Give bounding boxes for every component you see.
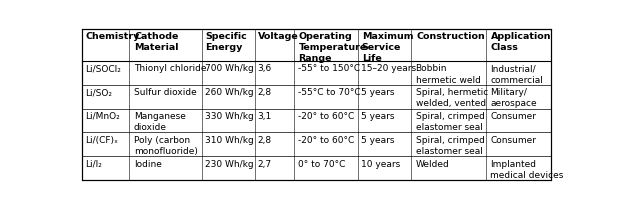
Text: Spiral, hermetic
welded, vented: Spiral, hermetic welded, vented (416, 88, 488, 108)
Text: 5 years: 5 years (361, 88, 395, 97)
Text: 2,8: 2,8 (257, 88, 271, 97)
Text: Application
Class: Application Class (491, 32, 552, 52)
Text: Construction: Construction (416, 32, 485, 41)
Text: 3,1: 3,1 (257, 111, 271, 120)
Text: 0° to 70°C: 0° to 70°C (298, 159, 345, 168)
Text: Spiral, crimped
elastomer seal: Spiral, crimped elastomer seal (416, 135, 484, 155)
Text: Poly (carbon
monofluoride): Poly (carbon monofluoride) (134, 135, 197, 155)
Text: 3,6: 3,6 (257, 64, 271, 73)
Text: Maximum
Service
Life: Maximum Service Life (362, 32, 413, 63)
Text: -55° to 150°C: -55° to 150°C (298, 64, 360, 73)
Text: Operating
Temperature
Range: Operating Temperature Range (299, 32, 366, 63)
Text: 230 Wh/kg: 230 Wh/kg (205, 159, 254, 168)
Text: Li/MnO₂: Li/MnO₂ (85, 111, 120, 120)
Text: -20° to 60°C: -20° to 60°C (298, 135, 354, 144)
Text: 10 years: 10 years (361, 159, 400, 168)
Text: Li/SO₂: Li/SO₂ (85, 88, 112, 97)
Text: 5 years: 5 years (361, 111, 395, 120)
Text: Li/I₂: Li/I₂ (85, 159, 102, 168)
Text: 330 Wh/kg: 330 Wh/kg (205, 111, 254, 120)
Text: 2,7: 2,7 (257, 159, 271, 168)
Text: Consumer: Consumer (491, 135, 536, 144)
Text: Cathode
Material: Cathode Material (135, 32, 179, 52)
Text: -20° to 60°C: -20° to 60°C (298, 111, 354, 120)
Text: Iodine: Iodine (134, 159, 162, 168)
Text: Implanted
medical devices: Implanted medical devices (491, 159, 563, 179)
Text: Sulfur dioxide: Sulfur dioxide (134, 88, 196, 97)
Text: Voltage: Voltage (257, 32, 299, 41)
Text: Military/
aerospace: Military/ aerospace (491, 88, 537, 108)
Text: Chemistry: Chemistry (85, 32, 139, 41)
Text: Li/(CF)ₓ: Li/(CF)ₓ (85, 135, 118, 144)
Text: Spiral, crimped
elastomer seal: Spiral, crimped elastomer seal (416, 111, 484, 131)
Text: Welded: Welded (416, 159, 449, 168)
Text: 2,8: 2,8 (257, 135, 271, 144)
Text: 260 Wh/kg: 260 Wh/kg (205, 88, 254, 97)
Text: 5 years: 5 years (361, 135, 395, 144)
Text: Industrial/
commercial: Industrial/ commercial (491, 64, 543, 84)
Text: Specific
Energy: Specific Energy (205, 32, 247, 52)
Text: Manganese
dioxide: Manganese dioxide (134, 111, 186, 131)
Text: -55°C to 70°C: -55°C to 70°C (298, 88, 360, 97)
Text: Li/SOCl₂: Li/SOCl₂ (85, 64, 121, 73)
Text: Consumer: Consumer (491, 111, 536, 120)
Text: 310 Wh/kg: 310 Wh/kg (205, 135, 254, 144)
Text: 15–20 years: 15–20 years (361, 64, 416, 73)
Text: Bobbin
hermetic weld: Bobbin hermetic weld (416, 64, 481, 84)
Text: Thionyl chloride: Thionyl chloride (134, 64, 206, 73)
Text: 700 Wh/kg: 700 Wh/kg (205, 64, 254, 73)
